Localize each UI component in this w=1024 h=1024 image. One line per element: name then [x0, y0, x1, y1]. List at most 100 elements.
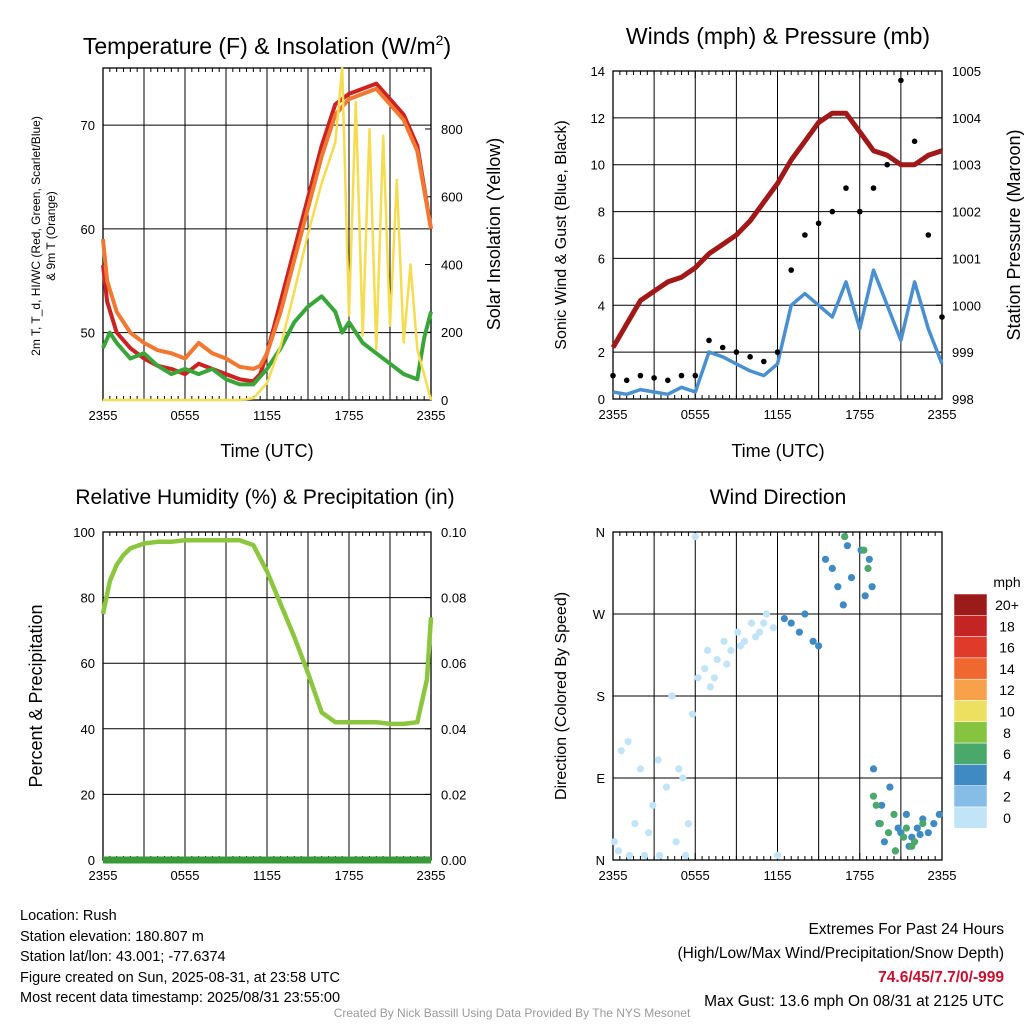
gust-point	[870, 185, 877, 191]
wind-direction-title: Wind Direction	[710, 486, 847, 509]
strong-wind-point	[876, 820, 884, 828]
mid-wind-point	[916, 830, 924, 839]
gust-point	[843, 185, 849, 191]
legend-swatch	[953, 742, 988, 765]
light-wind-point	[773, 851, 782, 860]
gust-point	[829, 208, 836, 215]
light-wind-point	[727, 646, 735, 655]
light-wind-point	[610, 838, 619, 846]
mid-wind-point	[935, 810, 943, 819]
light-wind-point	[752, 633, 760, 641]
legend-label: 12	[999, 682, 1015, 698]
y-tick-label: 0	[88, 853, 95, 868]
gust-point	[719, 344, 726, 351]
y-axis-label: Percent & Precipitation	[26, 604, 46, 787]
x-tick-label: 2355	[417, 408, 446, 423]
gust-point	[610, 372, 616, 379]
legend-label: 18	[999, 618, 1015, 634]
created-text: Figure created on Sun, 2025-08-31, at 23…	[20, 969, 340, 986]
series-line-dew-point	[101, 294, 433, 387]
mid-wind-point	[886, 783, 894, 791]
y-tick-label: 60	[81, 656, 95, 671]
mid-wind-point	[913, 824, 921, 832]
extremes-desc: (High/Low/Max Wind/Precipitation/Snow De…	[677, 945, 1005, 962]
light-wind-point	[631, 820, 639, 828]
x-tick-label: 2355	[928, 868, 957, 883]
light-wind-point	[704, 646, 712, 655]
y2-axis-label: Solar Insolation (Yellow)	[484, 138, 504, 330]
x-tick-label: 2355	[89, 408, 118, 423]
y-tick-label: 14	[591, 64, 605, 79]
mid-wind-point	[880, 838, 889, 846]
series-line-sonic-wind	[612, 268, 944, 397]
y2-tick-label: 1002	[952, 205, 981, 220]
credit-text: Created By Nick Bassill Using Data Provi…	[333, 1006, 691, 1020]
light-wind-point	[706, 683, 714, 691]
x-tick-label: 1755	[845, 868, 874, 883]
gust-point	[774, 349, 781, 355]
light-wind-point	[617, 747, 625, 755]
recent-text: Most recent data timestamp: 2025/08/31 2…	[20, 990, 341, 1006]
gust-point	[815, 220, 822, 227]
light-wind-point	[741, 637, 749, 645]
location-text: Location: Rush	[20, 908, 117, 924]
mid-wind-point	[843, 542, 852, 550]
y2-tick-label: 1001	[952, 251, 981, 266]
light-wind-point	[649, 801, 657, 809]
y-axis-label: Direction (Colored By Speed)	[553, 592, 570, 800]
y-tick-label: 6	[598, 251, 605, 266]
gust-point	[623, 377, 630, 384]
x-tick-label: 2355	[599, 407, 628, 422]
y-axis-label: Sonic Wind & Gust (Blue, Black)	[553, 120, 570, 349]
y2-tick-label: 0.06	[441, 656, 466, 671]
x-tick-label: 0555	[171, 868, 200, 883]
legend-swatch	[953, 615, 988, 637]
max-gust-text: Max Gust: 13.6 mph On 08/31 at 2125 UTC	[704, 993, 1004, 1010]
x-tick-label: 0555	[681, 868, 710, 883]
y-tick-label: 4	[598, 298, 605, 313]
legend-label: 2	[1003, 789, 1011, 805]
x-tick-label: 1755	[335, 408, 364, 423]
light-wind-point	[694, 674, 702, 682]
y-tick-label: 0	[598, 392, 605, 407]
temp-chart-title: Temperature (F) & Insolation (W/m2)	[83, 32, 451, 59]
gust-point	[651, 375, 657, 381]
y-tick-label: 10	[591, 158, 605, 173]
mid-wind-point	[839, 601, 847, 609]
legend-swatch	[953, 785, 988, 808]
winds-chart-title: Winds (mph) & Pressure (mb)	[626, 23, 930, 49]
legend-swatch	[953, 700, 988, 723]
y2-tick-label: 1003	[952, 158, 981, 173]
x-axis-label: Time (UTC)	[731, 441, 824, 461]
x-tick-label: 1155	[253, 868, 281, 883]
strong-wind-point	[890, 810, 898, 819]
mid-wind-point	[868, 583, 876, 591]
x-tick-label: 1755	[335, 868, 364, 883]
y-tick-label: 8	[598, 205, 605, 220]
x-tick-label: 0555	[171, 408, 200, 423]
rh-chart-title: Relative Humidity (%) & Precipitation (i…	[75, 486, 454, 509]
gust-point	[747, 354, 753, 360]
y-tick-label: S	[596, 689, 605, 704]
latlon-text: Station lat/lon: 43.001; -77.6374	[20, 949, 226, 965]
station-info: Location: Rush Station elevation: 180.80…	[20, 906, 340, 1009]
y2-tick-label: 0.04	[441, 722, 466, 737]
x-tick-label: 2355	[928, 407, 957, 422]
strong-wind-point	[872, 801, 880, 809]
x-tick-label: 1755	[845, 407, 874, 422]
mid-wind-point	[847, 574, 856, 582]
y2-tick-label: 800	[441, 122, 463, 137]
y-tick-label: 2	[598, 345, 605, 360]
extremes-info: Extremes For Past 24 Hours (High/Low/Max…	[678, 918, 1005, 1014]
y2-tick-label: 200	[441, 325, 463, 340]
y2-tick-label: 0.10	[441, 525, 466, 540]
elevation-text: Station elevation: 180.807 m	[20, 928, 204, 945]
y-tick-label: 40	[81, 722, 95, 737]
mid-wind-point	[924, 829, 932, 837]
light-wind-point	[672, 838, 680, 846]
gust-point	[802, 232, 808, 238]
gust-point	[857, 208, 863, 215]
mid-wind-point	[809, 637, 817, 645]
mid-wind-point	[869, 765, 878, 773]
gust-point	[665, 377, 671, 384]
